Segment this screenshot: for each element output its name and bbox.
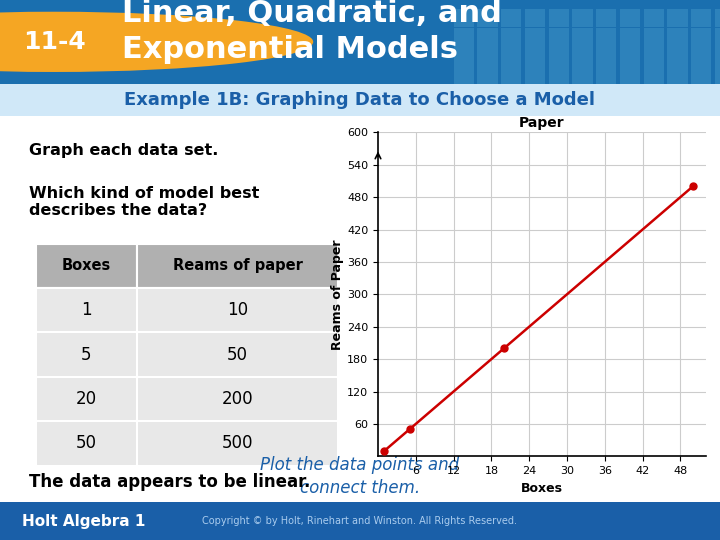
Bar [596,46,616,65]
Bar [667,28,688,46]
Bar [667,46,688,65]
Text: Copyright © by Holt, Rinehart and Winston. All Rights Reserved.: Copyright © by Holt, Rinehart and Winsto… [202,516,518,526]
Text: 20: 20 [76,390,97,408]
Text: 5: 5 [81,346,91,363]
Text: The data appears to be linear.: The data appears to be linear. [29,472,310,491]
Text: Boxes: Boxes [62,258,111,273]
X-axis label: Boxes: Boxes [521,482,563,495]
FancyBboxPatch shape [137,332,338,377]
Text: 200: 200 [222,390,253,408]
Text: Example 1B: Graphing Data to Choose a Model: Example 1B: Graphing Data to Choose a Mo… [125,91,595,109]
Bar [691,9,711,27]
Text: 500: 500 [222,434,253,453]
Bar [691,28,711,46]
Bar [691,65,711,84]
Text: Which kind of model best
describes the data?: Which kind of model best describes the d… [29,186,259,218]
Text: 1: 1 [81,301,91,319]
Bar [454,46,474,65]
Bar [454,9,474,27]
Bar [525,9,545,27]
Bar [572,28,593,46]
Bar [644,65,664,84]
Bar [549,65,569,84]
Text: 50: 50 [227,346,248,363]
Bar [501,46,521,65]
FancyBboxPatch shape [36,288,137,332]
Bar [644,28,664,46]
Bar [525,46,545,65]
FancyBboxPatch shape [36,332,137,377]
Circle shape [0,12,313,72]
Bar [501,65,521,84]
Bar [715,9,720,27]
Bar [596,65,616,84]
Text: Plot the data points and
connect them.: Plot the data points and connect them. [261,456,459,497]
Bar [620,9,640,27]
Title: Paper: Paper [519,116,564,130]
FancyBboxPatch shape [137,377,338,421]
Bar [620,28,640,46]
Bar [620,65,640,84]
Bar [454,65,474,84]
FancyBboxPatch shape [36,377,137,421]
Bar [644,9,664,27]
Bar [715,65,720,84]
FancyBboxPatch shape [36,244,137,288]
Text: 11-4: 11-4 [22,30,86,54]
FancyBboxPatch shape [137,288,338,332]
Bar [644,46,664,65]
FancyBboxPatch shape [36,421,137,465]
Bar [477,46,498,65]
Bar [477,28,498,46]
Y-axis label: Reams of Paper: Reams of Paper [331,239,344,349]
Bar [572,9,593,27]
Text: 10: 10 [227,301,248,319]
Bar [477,65,498,84]
Bar [501,9,521,27]
Text: Linear, Quadratic, and
Exponential Models: Linear, Quadratic, and Exponential Model… [122,0,503,64]
Bar [454,28,474,46]
Bar [596,9,616,27]
Bar [549,9,569,27]
Bar [715,28,720,46]
FancyBboxPatch shape [137,244,338,288]
Bar [572,65,593,84]
Bar [477,9,498,27]
Bar [525,28,545,46]
Text: Graph each data set.: Graph each data set. [29,143,218,158]
Bar [525,65,545,84]
Bar [667,65,688,84]
Bar [620,46,640,65]
Bar [572,46,593,65]
Text: Holt Algebra 1: Holt Algebra 1 [22,514,145,529]
FancyBboxPatch shape [137,421,338,465]
Bar [715,46,720,65]
Bar [667,9,688,27]
Text: Reams of paper: Reams of paper [173,258,302,273]
Bar [596,28,616,46]
Bar [549,28,569,46]
Bar [691,46,711,65]
Bar [501,28,521,46]
Bar [549,46,569,65]
Text: 50: 50 [76,434,97,453]
